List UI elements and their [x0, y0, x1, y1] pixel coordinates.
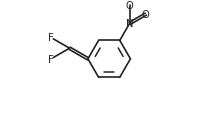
Text: O: O: [126, 1, 134, 11]
Text: N: N: [126, 19, 133, 29]
Text: O: O: [142, 10, 150, 20]
Text: F: F: [48, 33, 54, 43]
Text: F: F: [48, 54, 54, 64]
